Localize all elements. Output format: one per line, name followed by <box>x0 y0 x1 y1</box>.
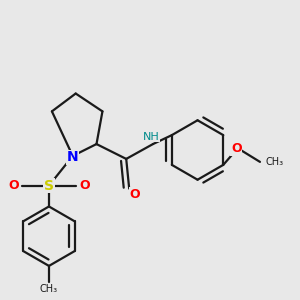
Text: O: O <box>79 179 90 192</box>
Text: CH₃: CH₃ <box>266 157 284 167</box>
Text: CH₃: CH₃ <box>40 284 58 294</box>
Text: N: N <box>67 150 79 164</box>
Text: S: S <box>44 179 54 193</box>
Text: O: O <box>8 179 19 192</box>
Text: O: O <box>231 142 242 155</box>
Text: O: O <box>130 188 140 201</box>
Text: NH: NH <box>143 132 160 142</box>
